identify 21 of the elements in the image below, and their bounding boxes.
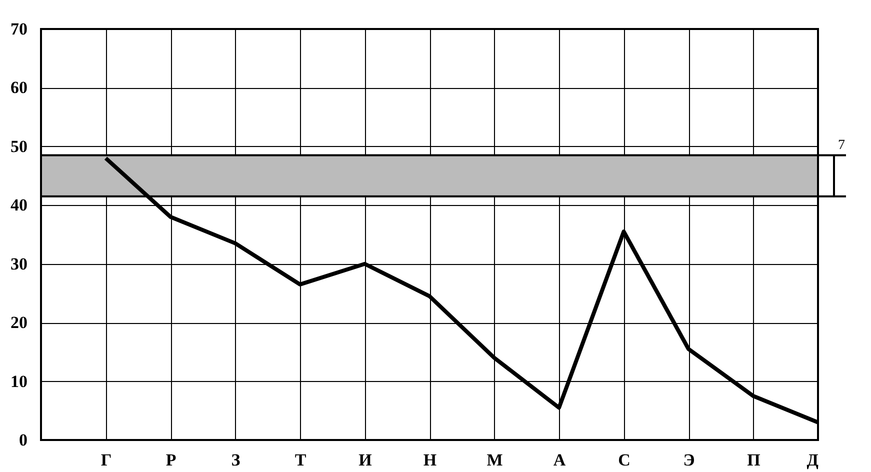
band-label: 7 — [838, 138, 845, 154]
x-tick-label: Г — [100, 450, 112, 470]
x-tick-label: М — [486, 450, 503, 470]
y-tick-label: 20 — [10, 313, 28, 332]
x-tick-label: С — [618, 450, 630, 470]
x-tick-label: И — [358, 450, 372, 470]
x-tick-label: Н — [423, 450, 437, 470]
x-tick-label: Э — [683, 450, 695, 470]
y-tick-label: 10 — [10, 372, 28, 391]
x-tick-label: Р — [166, 450, 176, 470]
y-tick-label: 60 — [10, 78, 28, 98]
y-tick-label: 0 — [19, 430, 28, 450]
x-tick-label: З — [231, 450, 240, 470]
y-tick-label: 70 — [10, 20, 28, 38]
x-tick-label: Д — [806, 450, 819, 470]
y-tick-label: 50 — [10, 136, 28, 156]
y-tick-label: 40 — [10, 196, 28, 215]
x-tick-label: П — [747, 450, 760, 470]
y-tick-label: 30 — [10, 254, 28, 274]
x-tick-label: А — [553, 450, 566, 470]
x-tick-label: Т — [294, 450, 307, 470]
